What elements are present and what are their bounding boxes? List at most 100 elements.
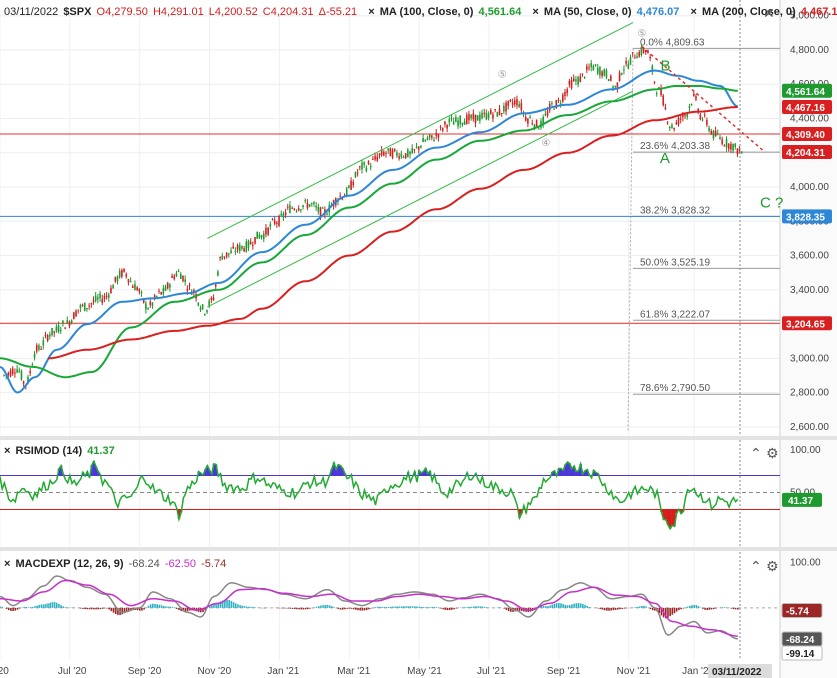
ma200-label: MA (200, Close, 0) <box>701 6 796 18</box>
header-symbol: $SPX <box>63 6 92 18</box>
candle-body <box>59 329 62 332</box>
candle-body <box>457 120 459 127</box>
candle-body <box>444 121 446 125</box>
candle-body <box>391 150 394 159</box>
candle-body <box>258 234 261 239</box>
price-tick-label: 3,400.00 <box>790 285 829 296</box>
candle-body <box>73 312 75 320</box>
candle-body <box>230 250 232 254</box>
price-tick-label: 4,400.00 <box>790 114 829 125</box>
candle-body <box>677 117 680 125</box>
ma100-close-icon[interactable]: × <box>368 6 375 18</box>
time-tick-label: Sep '21 <box>547 666 581 677</box>
candle-body <box>182 275 184 282</box>
candle-body <box>695 96 697 100</box>
rsi-close-icon[interactable]: × <box>4 445 11 457</box>
candle-body <box>407 149 409 157</box>
ma200-close-icon[interactable]: × <box>690 6 697 18</box>
macd-collapse-icon[interactable]: ⌃ <box>750 558 762 574</box>
candle-body <box>164 286 167 291</box>
candle-body <box>188 285 191 287</box>
candle-body <box>197 302 200 306</box>
candle-body <box>107 294 110 298</box>
candle-body <box>317 206 320 212</box>
candle-body <box>201 304 204 309</box>
candle-body <box>673 127 675 130</box>
rsi-collapse-icon[interactable]: ⌃ <box>750 445 762 461</box>
candle-body <box>234 251 237 253</box>
candle-body <box>699 114 702 120</box>
candle-body <box>483 112 486 114</box>
price-tick-label: 4,000.00 <box>790 182 829 193</box>
macd-close-icon[interactable]: × <box>4 558 11 570</box>
price-tag-bg <box>782 145 832 160</box>
ma50-close-icon[interactable]: × <box>532 6 539 18</box>
time-tick-label: Jan '21 <box>267 666 299 677</box>
price-tick-label: 3,000.00 <box>790 353 829 364</box>
candle-body <box>140 292 143 294</box>
candle-body <box>714 130 717 137</box>
candle-body <box>365 167 368 172</box>
candle-body <box>426 137 429 140</box>
candle-body <box>326 213 328 215</box>
close-icon[interactable]: ✕ <box>763 5 775 21</box>
candle-body <box>156 295 158 297</box>
moving-average-line <box>0 69 739 394</box>
candle-body <box>570 80 573 89</box>
ma100-value: 4,561.64 <box>478 6 522 18</box>
price-tag-label: 4,561.64 <box>786 87 825 98</box>
candle-body <box>631 52 634 54</box>
candle-body <box>232 246 235 249</box>
candle-body <box>138 289 141 292</box>
candle-body <box>94 295 97 301</box>
candle-body <box>511 102 514 105</box>
fib-level-label: 78.6% 2,790.50 <box>640 383 710 394</box>
candle-body <box>588 67 590 69</box>
candle-body <box>18 370 21 372</box>
price-tag-label: 3,828.35 <box>786 212 825 223</box>
candle-body <box>97 297 99 300</box>
candle-body <box>634 57 636 59</box>
ma100-label: MA (100, Close, 0) <box>379 6 474 18</box>
candle-body <box>380 149 383 156</box>
macd-tag-bg <box>781 645 823 661</box>
candle-body <box>422 138 424 143</box>
candle-body <box>583 76 586 78</box>
candle-body <box>575 79 577 82</box>
candle-body <box>555 100 558 109</box>
candle-body <box>513 100 516 105</box>
macd-settings-icon[interactable]: ⚙ <box>766 558 779 574</box>
candle-body <box>712 130 715 139</box>
candle-body <box>9 370 12 377</box>
candle-body <box>404 153 407 159</box>
candle-body <box>243 248 245 252</box>
candle-body <box>671 124 673 128</box>
candle-body <box>252 244 254 246</box>
candle-body <box>81 304 84 306</box>
candle-body <box>241 245 243 249</box>
candle-body <box>542 116 544 125</box>
candle-body <box>411 148 414 154</box>
candle-body <box>441 128 444 131</box>
candle-body <box>520 103 523 111</box>
candle-body <box>644 50 647 53</box>
candle-body <box>623 69 625 71</box>
candle-body <box>485 112 488 120</box>
candle-body <box>361 162 363 170</box>
candle-body <box>90 303 93 305</box>
crosshair-date-label: 03/11/2022 <box>712 667 762 678</box>
time-tick-label: Jul '20 <box>58 666 87 677</box>
candle-body <box>114 276 117 282</box>
fib-level-label: 38.2% 3,828.32 <box>640 205 710 216</box>
ma200-value: 4,467.16 <box>800 6 837 18</box>
candle-body <box>675 122 678 125</box>
candle-body <box>228 253 230 255</box>
candle-body <box>22 381 25 384</box>
candle-body <box>86 307 88 310</box>
candle-body <box>435 133 438 136</box>
rsi-settings-icon[interactable]: ⚙ <box>766 445 779 461</box>
candle-body <box>16 369 18 373</box>
price-tick-label: 2,800.00 <box>790 388 829 399</box>
candle-body <box>29 371 31 374</box>
